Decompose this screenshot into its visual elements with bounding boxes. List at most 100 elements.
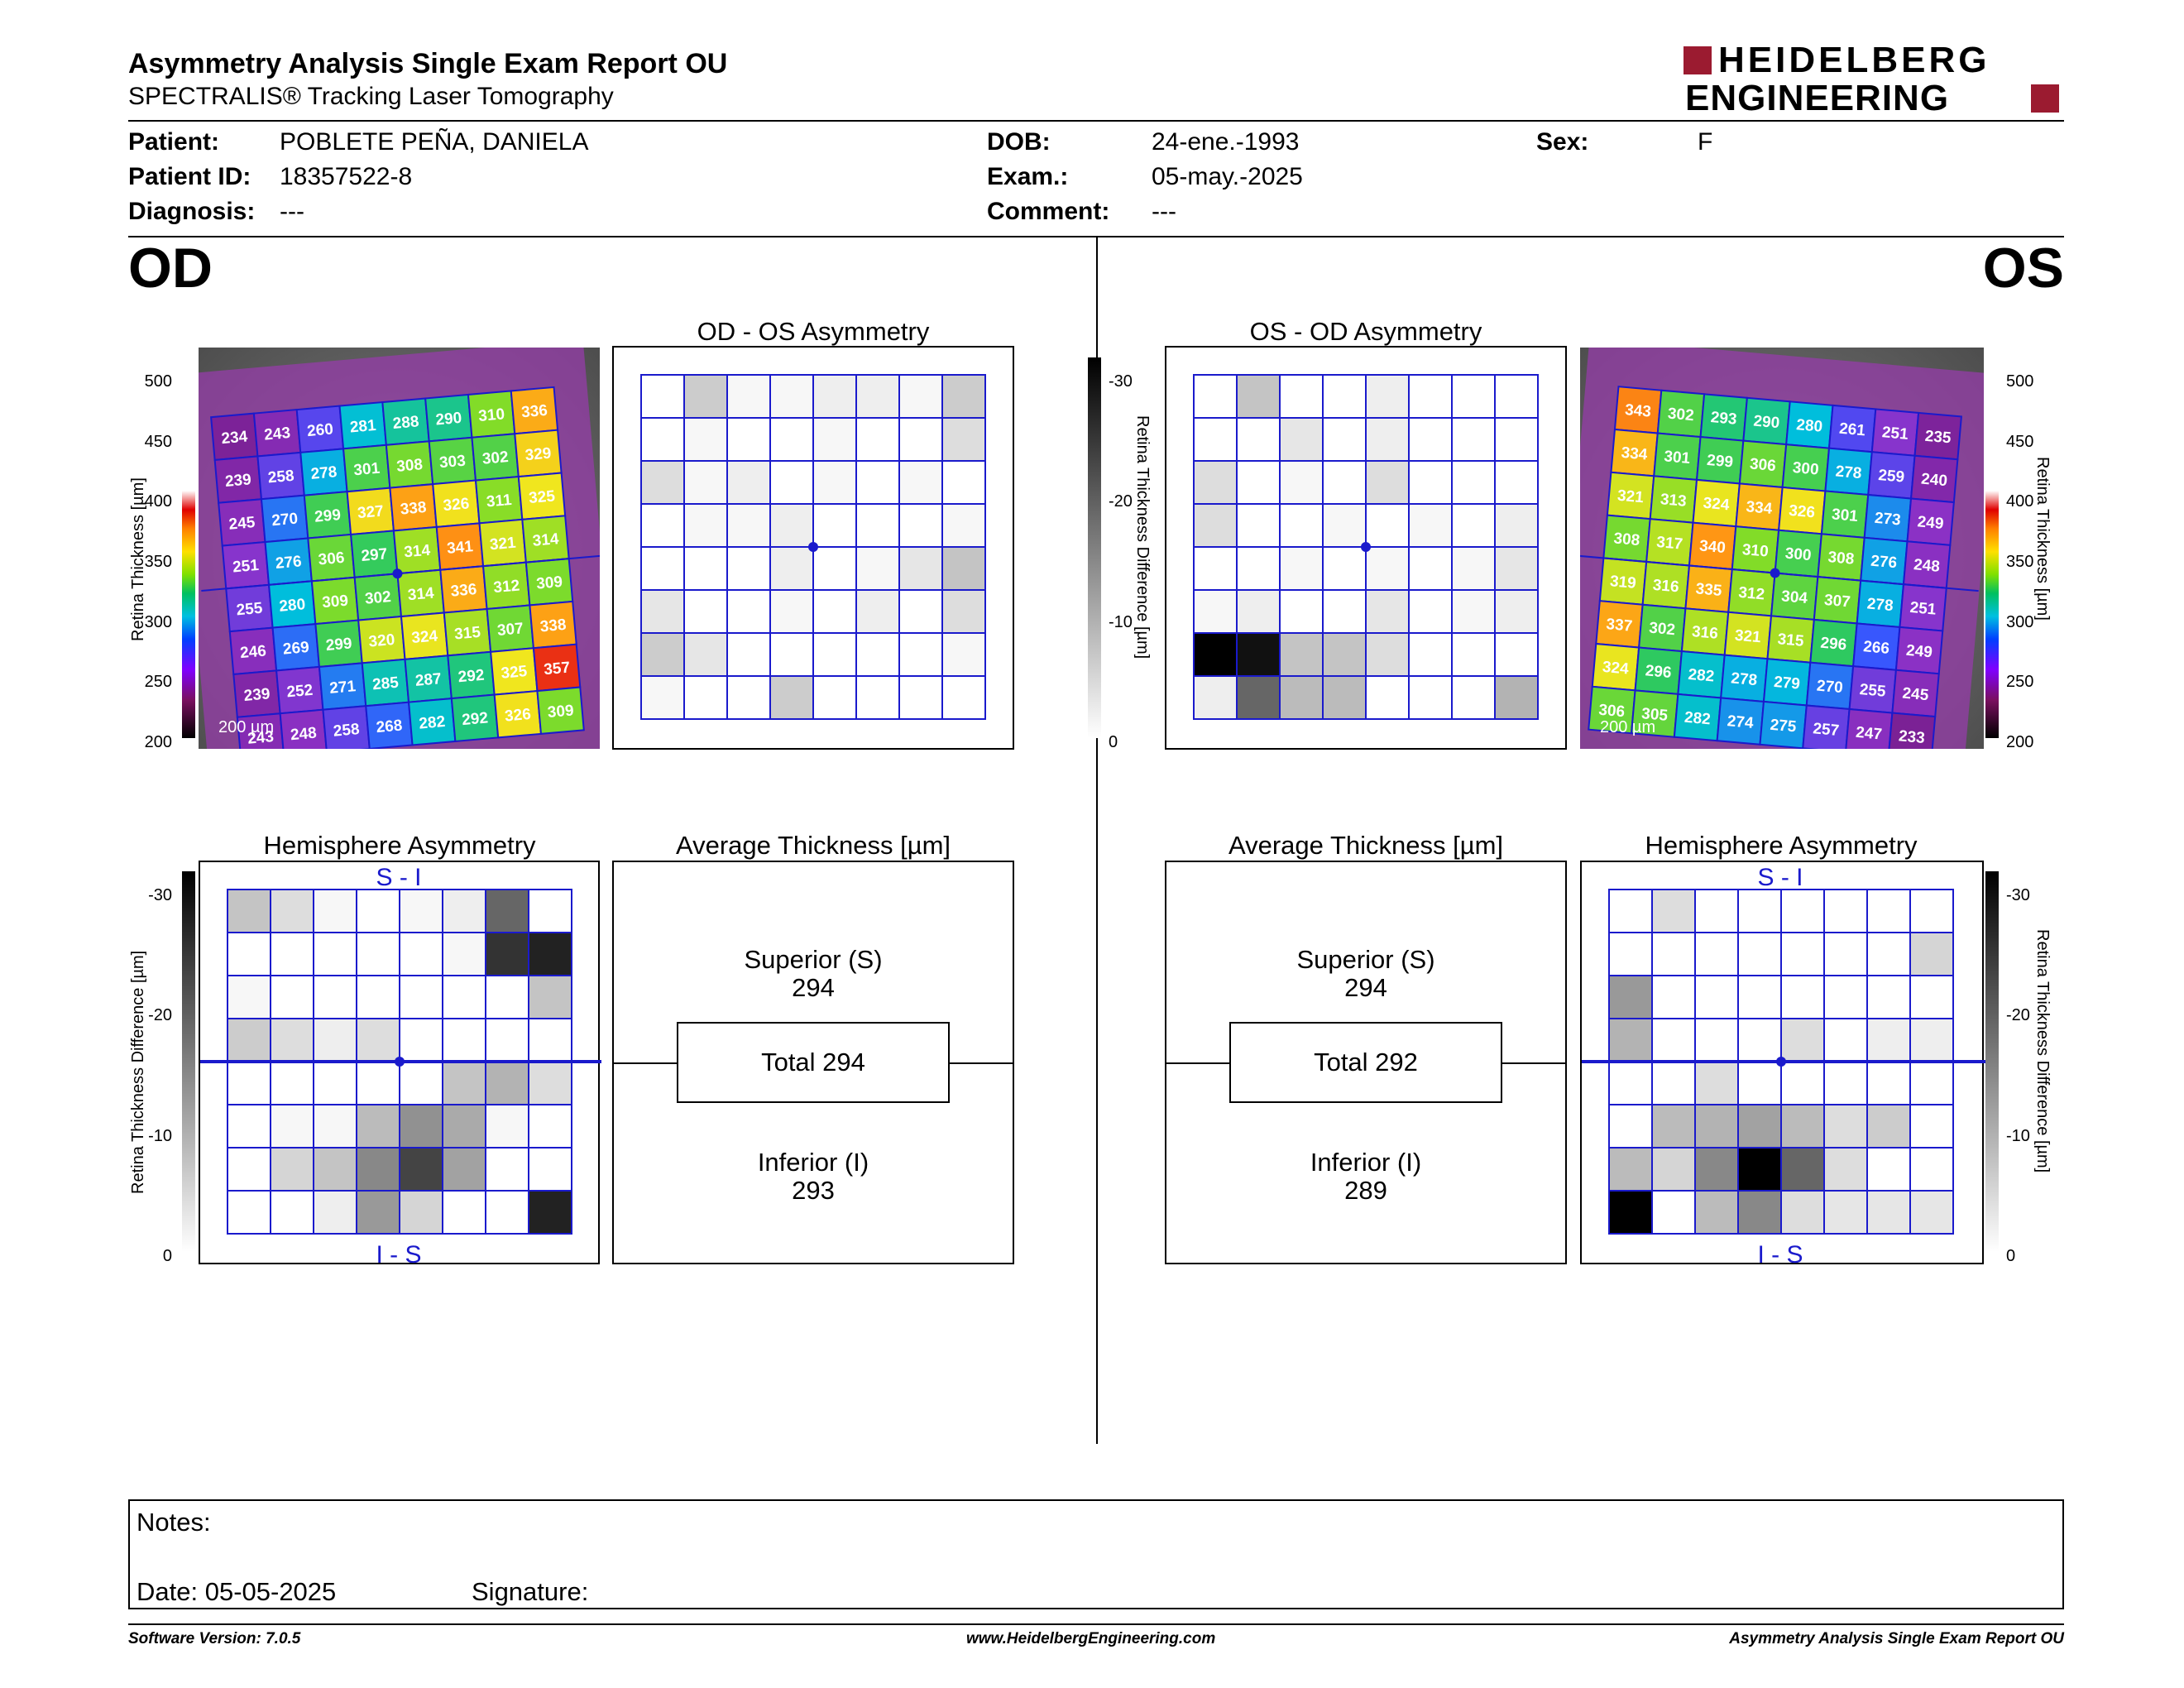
os-hemi-cell <box>1823 1018 1868 1062</box>
od-hemi-cell <box>528 1018 572 1062</box>
os-inferior-label: Inferior (I) <box>1310 1148 1422 1177</box>
od-hemi-cell <box>227 1061 271 1105</box>
middle-diff-colorbar <box>1088 357 1101 738</box>
os-asym-cell <box>1193 374 1238 419</box>
od-asym-cell <box>812 374 857 419</box>
logo-square-top <box>1684 46 1712 74</box>
os-asym-cell <box>1451 417 1496 462</box>
signature-label: Signature: <box>472 1577 589 1606</box>
od-asym-cell <box>683 460 728 505</box>
od-hemi-cell <box>313 1061 357 1105</box>
os-thickness-value: 302 <box>1667 405 1694 425</box>
os-thickness-value: 248 <box>1913 556 1940 576</box>
os-asym-cell <box>1193 417 1238 462</box>
logo-line2: ENGINEERING <box>1685 78 1950 118</box>
os-hemi-cell <box>1737 889 1782 933</box>
od-asym-cell <box>855 675 900 720</box>
os-thickness-value: 290 <box>1753 413 1780 433</box>
od-asym-cell <box>855 632 900 677</box>
od-thickness-value: 307 <box>496 620 524 640</box>
od-asymmetry-title: OD - OS Asymmetry <box>697 317 930 346</box>
od-thickness-tick-label: 350 <box>144 553 172 571</box>
logo-line1: HEIDELBERG <box>1718 40 1990 80</box>
diagnosis-label: Diagnosis: <box>128 198 256 225</box>
od-thickness-value: 280 <box>279 596 306 616</box>
od-thickness-value: 299 <box>325 635 352 655</box>
od-hemi-cell <box>313 1104 357 1149</box>
od-thickness-value: 309 <box>535 573 563 593</box>
os-asym-cell <box>1365 632 1410 677</box>
os-asym-cell <box>1451 503 1496 548</box>
os-hemi-cell <box>1909 889 1954 933</box>
od-hemi-cell <box>399 1061 443 1105</box>
od-fundus-thickness-map: 234 243 260 281 288 290 310 336 239 258 278 301 308 3… <box>199 348 600 749</box>
od-thickness-value: 285 <box>371 674 400 694</box>
od-hemi-cell <box>528 1061 572 1105</box>
os-hemi-cell <box>1909 975 1954 1019</box>
os-asymmetry-grid <box>1193 374 1539 720</box>
footer-report-name: Asymmetry Analysis Single Exam Report OU <box>1729 1630 2064 1647</box>
os-thickness-value: 312 <box>1738 584 1765 604</box>
os-hemi-cell <box>1608 1147 1653 1192</box>
od-asym-cell <box>941 632 986 677</box>
os-asym-cell <box>1236 417 1281 462</box>
od-thickness-value: 309 <box>547 702 574 722</box>
os-hemi-cell <box>1694 932 1739 976</box>
od-hemi-cell <box>356 975 400 1019</box>
od-hemi-tick-label: -20 <box>148 1006 172 1025</box>
od-hemi-cell <box>442 1190 486 1235</box>
os-thickness-value: 275 <box>1770 717 1798 736</box>
os-asym-cell <box>1193 675 1238 720</box>
od-hemi-cell <box>270 1061 314 1105</box>
os-hemi-cell <box>1694 1147 1739 1192</box>
od-thickness-value: 292 <box>461 709 488 729</box>
od-asym-cell <box>855 503 900 548</box>
os-thickness-value: 259 <box>1878 467 1905 487</box>
os-asym-cell <box>1193 546 1238 591</box>
os-hemi-cell <box>1866 1061 1911 1105</box>
os-asymmetry-panel <box>1165 346 1567 750</box>
od-thickness-value: 245 <box>228 514 256 534</box>
os-hemi-panel: S - I I - S <box>1580 861 1985 1268</box>
os-thickness-value: 308 <box>1827 549 1855 568</box>
os-asym-cell <box>1279 632 1324 677</box>
os-hemi-cell <box>1823 1147 1868 1192</box>
od-hemi-cell <box>270 1190 314 1235</box>
od-thickness-colorbar <box>182 357 195 738</box>
os-thickness-value: 326 <box>1788 502 1815 522</box>
od-asym-cell <box>941 546 986 591</box>
os-hemi-cell <box>1608 1190 1653 1235</box>
os-thickness-value: 249 <box>1905 642 1933 662</box>
os-thickness-value: 247 <box>1855 724 1882 744</box>
middle-diff-axis-label: Retina Thickness Difference [µm] <box>1133 415 1152 659</box>
os-thickness-tick-label: 350 <box>2006 553 2034 571</box>
os-thickness-value: 305 <box>1640 705 1669 725</box>
os-hemi-cell <box>1608 1104 1653 1149</box>
os-asym-cell <box>1279 675 1324 720</box>
os-asym-cell <box>1279 589 1324 634</box>
os-hemi-cell <box>1694 889 1739 933</box>
website-link[interactable]: www.HeidelbergEngineering.com <box>966 1630 1216 1647</box>
os-thickness-value: 245 <box>1902 685 1930 705</box>
os-thickness-cell <box>1887 712 1937 749</box>
od-thickness-value: 281 <box>349 417 377 437</box>
od-thickness-grid-svg: 234 243 260 281 288 290 310 336 239 258 278 301 308 3… <box>199 348 600 749</box>
od-asym-cell <box>769 417 814 462</box>
os-thickness-value: 251 <box>1881 424 1909 444</box>
os-thickness-value: 319 <box>1609 573 1636 592</box>
os-asym-cell <box>1494 632 1539 677</box>
od-avg-panel: Superior (S) 294 Total 294 Inferior (I) … <box>612 861 1014 1264</box>
os-fundus-grid-group: 343 302 293 290 280 261 251 235 334 301 299 306 300 2… <box>1580 348 1984 749</box>
os-asym-cell <box>1451 675 1496 720</box>
os-thickness-value: 266 <box>1862 638 1889 658</box>
od-hemi-axis-label: Retina Thickness Difference [µm] <box>129 950 147 1194</box>
patient-id-value: 18357522-8 <box>280 163 413 190</box>
os-asym-cell <box>1279 503 1324 548</box>
os-scale-bar-label: 200 µm <box>1600 718 1655 736</box>
os-asym-cell <box>1365 374 1410 419</box>
os-hemi-cell <box>1737 1018 1782 1062</box>
os-fundus-fovea-dot <box>1770 568 1780 578</box>
os-asym-cell <box>1236 460 1281 505</box>
os-asym-cell <box>1365 460 1410 505</box>
os-hemi-cell <box>1823 889 1868 933</box>
